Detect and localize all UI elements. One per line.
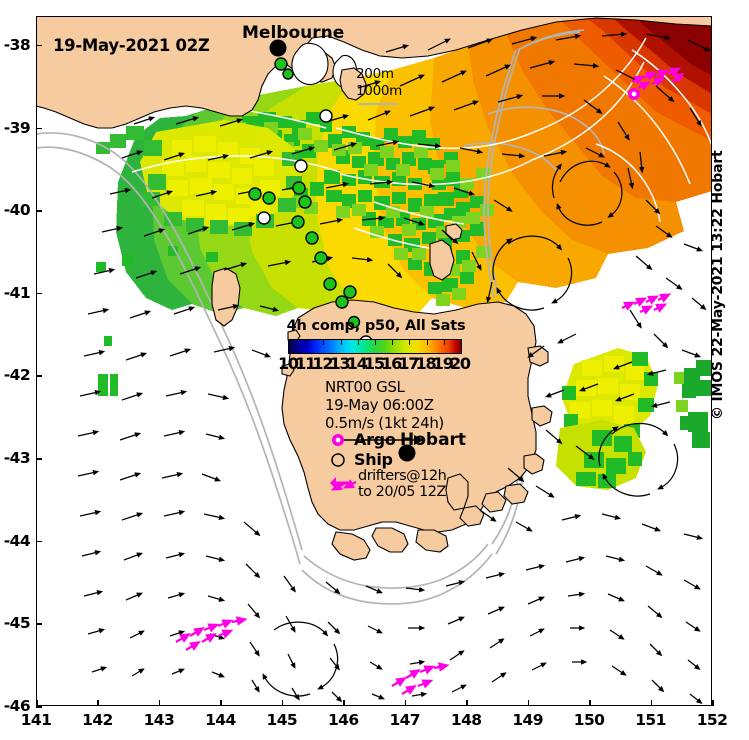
colorbar-tick <box>340 340 342 345</box>
colorbar-tick <box>461 340 462 345</box>
source-validtime-label: 19-May 06:00Z <box>325 396 434 414</box>
argo-icon <box>332 433 344 446</box>
copyright-label: © IMOS 22-May-2021 13:22 Hobart <box>710 150 726 420</box>
depth-contour-swatch <box>358 103 398 105</box>
reference-vector-arrow <box>340 435 424 445</box>
colorbar-tick-label: 13 <box>329 354 351 373</box>
y-axis-label: -42 <box>3 366 31 385</box>
x-axis-label: 151 <box>635 711 666 729</box>
colorbar-tick <box>426 340 428 345</box>
colorbar-title: 4h comp, p50, All Sats <box>286 318 466 334</box>
colorbar-tick-label: 20 <box>450 354 471 373</box>
colorbar-tick <box>375 340 376 345</box>
colorbar-tick-label: 18 <box>415 354 437 373</box>
depth-label-200m: 200m <box>356 66 394 82</box>
colorbar-tick <box>392 340 394 345</box>
colorbar-tick <box>323 340 325 345</box>
x-axis-label: 150 <box>573 711 605 729</box>
colorbar-tick-label: 12 <box>312 354 333 373</box>
colorbar-tick-label: 17 <box>398 354 419 373</box>
x-axis-label: 143 <box>143 711 175 729</box>
colorbar-tick-label: 19 <box>432 354 454 373</box>
source-model-label: NRT00 GSL <box>325 378 405 396</box>
y-axis-label: -44 <box>3 531 31 550</box>
landmasses <box>36 16 712 561</box>
y-axis-label: -39 <box>3 118 31 137</box>
y-axis-label: -45 <box>3 614 31 633</box>
depth-label-1000m: 1000m <box>356 83 403 99</box>
x-axis-label: 145 <box>266 711 298 729</box>
y-axis-label: -38 <box>3 35 31 54</box>
timestamp-label: 19-May-2021 02Z <box>53 36 210 55</box>
vector-scale-label: 0.5m/s (1kt 24h) <box>325 414 444 432</box>
current-vector-field <box>77 31 711 705</box>
drifter-tracks <box>175 67 685 695</box>
legend-ship-label: Ship <box>354 450 393 469</box>
colorbar-tick-label: 10 <box>278 354 299 373</box>
y-axis-label: -46 <box>3 697 31 715</box>
legend-drifter-row: drifters@12h to 20/05 12Z <box>330 468 447 500</box>
x-axis-label: 149 <box>512 711 543 729</box>
legend-argo-row: Argo <box>330 430 396 449</box>
colorbar-tick-label: 11 <box>295 354 316 373</box>
city-markers <box>269 39 416 462</box>
colorbar-tick <box>443 340 445 345</box>
city-label-hobart: Hobart <box>400 430 467 450</box>
hobart-dot <box>398 444 416 462</box>
colorbar-tick <box>357 340 359 345</box>
x-axis-label: 152 <box>696 711 728 729</box>
x-axis-label: 147 <box>389 711 420 729</box>
y-axis-label: -40 <box>3 201 31 220</box>
colorbar-gradient <box>288 339 462 354</box>
legend-argo-label: Argo <box>354 430 396 449</box>
colorbar-legend: 4h comp, p50, All Sats 10 11 12 13 14 15 16 17 1… <box>278 318 471 374</box>
map-plot-area[interactable]: Melbourne Hobart <box>36 16 712 706</box>
drifter-arrow-icon <box>330 477 350 489</box>
argo-float-markers[interactable] <box>628 88 640 100</box>
x-axis-label: 148 <box>450 711 482 729</box>
legend-ship-row: Ship <box>330 450 393 469</box>
y-axis-label: -41 <box>3 283 31 302</box>
legend-drifter-line2: to 20/05 12Z <box>358 484 446 500</box>
y-axis-label: -43 <box>3 449 31 468</box>
map-canvas <box>36 16 712 706</box>
colorbar-tick-labels: 10 11 12 13 14 15 16 17 18 19 20 <box>278 354 471 374</box>
colorbar-tick <box>289 340 290 345</box>
colorbar-tick <box>306 340 308 345</box>
colorbar-tick-label: 16 <box>381 354 402 373</box>
melbourne-dot <box>269 39 287 57</box>
x-axis-label: 142 <box>82 711 113 729</box>
colorbar-tick-label: 15 <box>364 354 385 373</box>
x-axis-label: 144 <box>205 711 236 729</box>
colorbar-tick <box>409 340 411 345</box>
x-axis-tick <box>712 700 714 706</box>
city-label-melbourne: Melbourne <box>242 23 345 43</box>
ship-icon <box>331 452 345 467</box>
x-axis-label: 146 <box>327 711 359 729</box>
x-axis-label: 141 <box>20 711 52 729</box>
y-axis-tick <box>36 706 42 708</box>
colorbar-tick-label: 14 <box>346 354 368 373</box>
legend-drifter-line1: drifters@12h <box>358 468 447 484</box>
